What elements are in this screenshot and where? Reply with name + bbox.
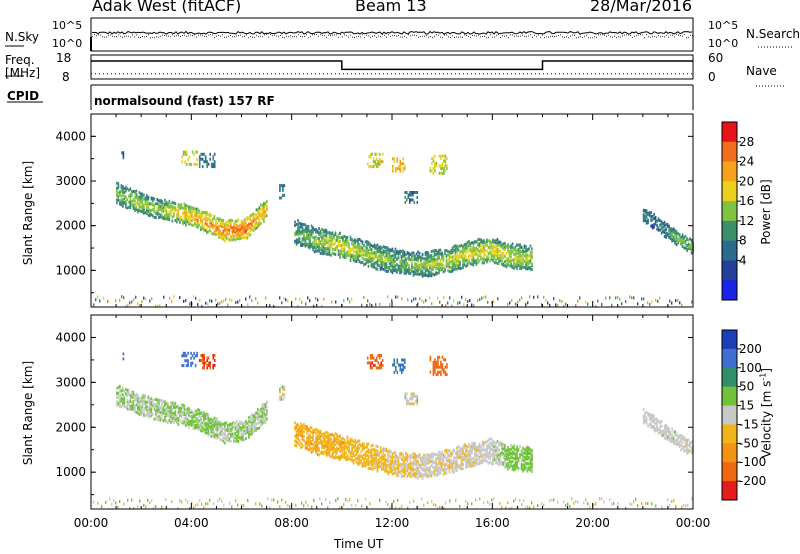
power-colorbar-tick-label: 16: [739, 194, 754, 208]
velocity-ylabel: Slant Range [km]: [21, 360, 35, 466]
x-tick-label: 12:00: [375, 516, 410, 530]
freq-label: Freq.: [5, 53, 35, 67]
x-tick-label: 00:00: [676, 516, 711, 530]
nsky-series-line: [91, 30, 693, 35]
velocity-colorbar-segment: [722, 348, 737, 369]
nsky-panel-frame: [90, 17, 694, 52]
power-colorbar-segment: [722, 201, 737, 222]
nsearch-series-dots: [92, 34, 693, 39]
date-label: 28/Mar/2016: [590, 0, 693, 15]
velocity-colorbar-tick-label: 50: [739, 380, 754, 394]
velocity-colorbar-tick-label: -15: [739, 417, 759, 431]
power-colorbar-segment: [722, 280, 737, 301]
velocity-colorbar-segment: [722, 386, 737, 407]
power-colorbar-tick-label: 12: [739, 214, 754, 228]
power-colorbar-segment: [722, 161, 737, 182]
freq-panel-frame: [90, 54, 694, 80]
velocity-colorbar-label: Velocity [m s-1]: [759, 368, 774, 458]
power-colorbar-tick-label: 8: [739, 234, 747, 248]
power-colorbar-tick-label: 20: [739, 174, 754, 188]
freq-series-line: [91, 60, 693, 71]
velocity-colorbar-frame: [721, 329, 738, 501]
nsky-tick-top: 10^5: [52, 19, 83, 32]
power-colorbar-segment: [722, 122, 737, 143]
x-axis-label: Time UT: [334, 537, 384, 551]
power-ytick-label: 4000: [55, 129, 86, 143]
freq-tick-top: 18: [56, 51, 72, 65]
cpid-label: CPID: [7, 89, 40, 103]
nsearch-tick-bottom: 10^0: [708, 37, 739, 50]
velocity-colorbar-tick-label: -50: [739, 436, 759, 450]
velocity-scatter: [93, 351, 694, 510]
power-ytick-label: 1000: [55, 263, 86, 277]
velocity-ytick-label: 2000: [55, 420, 86, 434]
x-tick-label: 08:00: [274, 516, 309, 530]
power-colorbar-segment: [722, 220, 737, 242]
power-ytick-label: 2000: [55, 219, 86, 233]
velocity-label-sup: -1: [758, 372, 768, 381]
velocity-ytick-label: 1000: [55, 465, 86, 479]
velocity-ytick-label: 3000: [55, 375, 86, 389]
power-colorbar-segment: [722, 141, 737, 163]
power-colorbar-segment: [722, 260, 737, 281]
velocity-colorbar-tick-label: 15: [739, 399, 754, 413]
power-panel-bg: [91, 114, 693, 307]
cpid-text: normalsound (fast) 157 RF: [94, 94, 275, 108]
radar-name: Adak West (fitACF): [92, 0, 242, 15]
nsearch-tick-top: 10^5: [708, 19, 739, 32]
power-ylabel: Slant Range [km]: [21, 160, 35, 266]
power-colorbar-tick-label: 4: [739, 253, 747, 267]
x-tick-label: 16:00: [475, 516, 510, 530]
velocity-label-suffix: ]: [759, 368, 774, 373]
power-colorbar-segment: [722, 240, 737, 261]
nsky-label: N.Sky: [5, 30, 40, 44]
power-colorbar-segment: [722, 181, 737, 202]
x-tick-label: 04:00: [174, 516, 209, 530]
velocity-colorbar-segment: [722, 481, 737, 501]
power-colorbar-label: Power [dB]: [759, 179, 773, 245]
velocity-colorbar-segment: [722, 424, 737, 444]
power-colorbar-frame: [721, 121, 738, 301]
x-tick-label: 00:00: [74, 516, 109, 530]
power-scatter: [93, 150, 694, 308]
velocity-colorbar-segment: [722, 443, 737, 463]
velocity-colorbar-segment: [722, 405, 737, 425]
velocity-ytick-label: 4000: [55, 330, 86, 344]
power-ytick-label: 3000: [55, 174, 86, 188]
nsky-tick-bottom: 10^0: [52, 37, 83, 50]
velocity-label-prefix: Velocity [m s: [759, 380, 774, 458]
power-colorbar-tick-label: 24: [739, 155, 754, 169]
freq-tick-bottom: 8: [62, 70, 70, 84]
velocity-colorbar-tick-label: -200: [739, 474, 766, 488]
nsearch-label: N.Search: [746, 27, 800, 41]
beam-label: Beam 13: [355, 0, 427, 15]
velocity-colorbar-segment: [722, 330, 737, 350]
velocity-colorbar-tick-label: -100: [739, 455, 766, 469]
velocity-colorbar-tick-label: 100: [739, 361, 762, 375]
velocity-colorbar-segment: [722, 367, 737, 388]
nave-tick-bottom: 0: [708, 70, 716, 84]
velocity-colorbar-tick-label: 200: [739, 342, 762, 356]
nave-tick-top: 60: [708, 51, 724, 65]
x-tick-label: 20:00: [575, 516, 610, 530]
velocity-colorbar-segment: [722, 462, 737, 482]
power-colorbar-tick-label: 28: [739, 135, 754, 149]
nave-label: Nave: [746, 64, 777, 78]
